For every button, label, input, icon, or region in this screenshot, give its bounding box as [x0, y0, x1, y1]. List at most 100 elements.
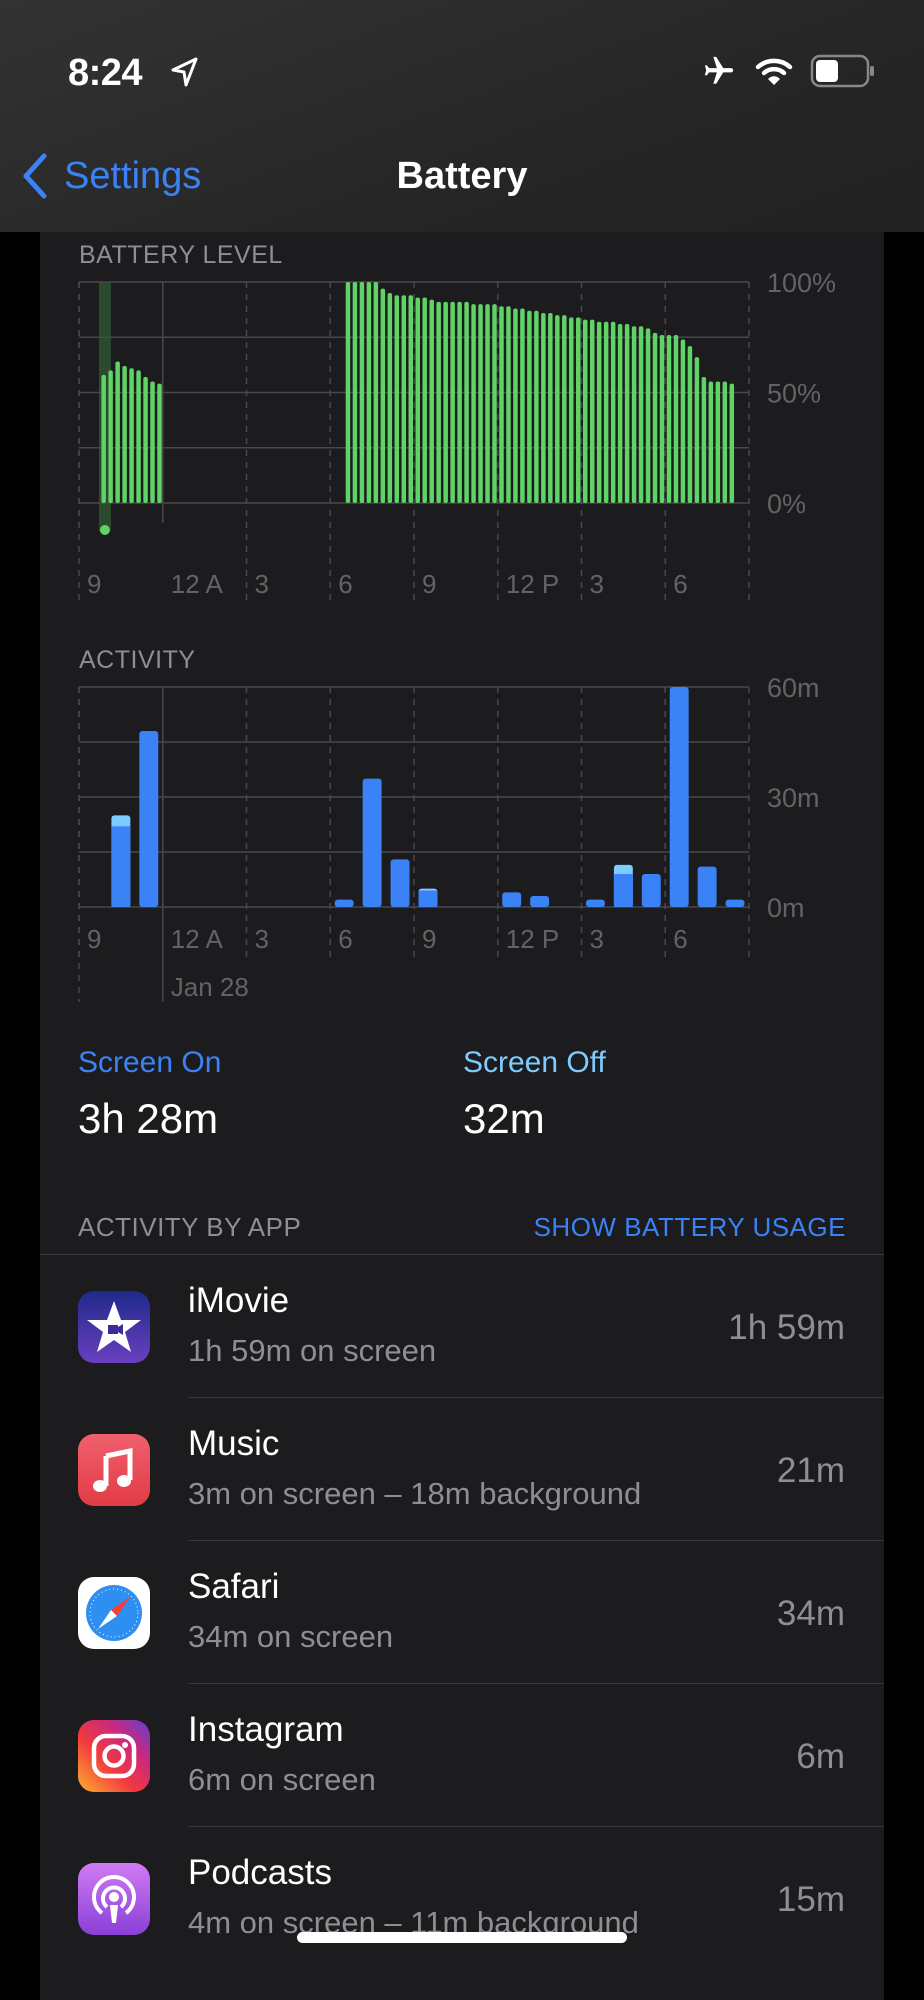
app-name: Instagram: [188, 1710, 344, 1749]
screen-on-bar: [139, 731, 159, 907]
battery-bar: [506, 306, 511, 503]
battery-bar: [569, 317, 574, 503]
battery-bar: [345, 282, 351, 503]
screen-on-value: 3h 28m: [78, 1095, 219, 1142]
app-row-podcasts[interactable]: Podcasts 4m on screen – 11m background 1…: [40, 1827, 884, 1970]
screen-on-bar: [111, 826, 131, 907]
y-tick-label: 100%: [767, 268, 836, 298]
x-tick-label: 12 P: [506, 924, 560, 954]
battery-level-title: BATTERY LEVEL: [79, 241, 283, 269]
battery-bar: [373, 282, 379, 503]
battery-bar: [708, 381, 714, 503]
screen-on-bar: [334, 899, 354, 907]
battery-bar: [694, 357, 700, 503]
app-detail: 1h 59m on screen: [188, 1333, 437, 1368]
battery-bar: [631, 326, 637, 503]
app-row-imovie[interactable]: iMovie 1h 59m on screen 1h 59m: [40, 1255, 884, 1398]
y-tick-label: 50%: [767, 379, 821, 409]
home-indicator[interactable]: [297, 1932, 627, 1943]
screen-on-label: Screen On: [78, 1046, 222, 1079]
battery-bar: [722, 381, 728, 503]
app-row-safari[interactable]: Safari 34m on screen 34m: [40, 1541, 884, 1684]
battery-bar: [157, 383, 162, 503]
battery-bar: [624, 323, 630, 503]
back-label: Settings: [64, 154, 202, 197]
app-usage-value: 21m: [776, 1451, 845, 1490]
battery-bar: [652, 332, 658, 503]
battery-bar: [129, 368, 134, 503]
app-row-instagram[interactable]: Instagram 6m on screen 6m: [40, 1684, 884, 1827]
battery-bar: [443, 301, 448, 503]
battery-card: [40, 232, 884, 2000]
back-button[interactable]: Settings: [20, 152, 201, 200]
battery-bar: [485, 304, 490, 503]
screen-on-bar: [697, 866, 717, 907]
music-icon: [78, 1434, 150, 1506]
battery-icon: [810, 54, 874, 88]
podcasts-icon: [78, 1863, 150, 1935]
screen-on-bar: [641, 874, 661, 907]
row-divider: [188, 1397, 884, 1398]
battery-bar: [680, 339, 686, 503]
x-tick-label: 12 A: [171, 569, 224, 599]
battery-bar: [101, 374, 106, 503]
screen-on-bar: [362, 778, 382, 907]
app-usage-value: 1h 59m: [728, 1308, 845, 1347]
battery-bar: [429, 299, 434, 503]
battery-bar: [122, 365, 127, 503]
battery-bar: [589, 319, 595, 503]
battery-bar: [715, 381, 721, 503]
battery-bar: [478, 304, 483, 503]
battery-bar: [562, 315, 567, 503]
battery-bar: [387, 293, 393, 503]
x-tick-label: 9: [422, 569, 436, 599]
app-row-music[interactable]: Music 3m on screen – 18m background 21m: [40, 1398, 884, 1541]
y-tick-label: 60m: [767, 673, 820, 703]
charging-indicator: [99, 525, 110, 535]
battery-bar: [541, 312, 546, 503]
date-label: Jan 28: [171, 972, 249, 1002]
app-usage-value: 6m: [796, 1737, 845, 1776]
app-detail: 6m on screen: [188, 1762, 376, 1797]
app-usage-value: 15m: [776, 1880, 845, 1919]
battery-bar: [492, 304, 497, 503]
battery-bar: [701, 377, 707, 503]
x-tick-label: 3: [590, 569, 604, 599]
battery-bar: [687, 346, 693, 503]
x-tick-label: 6: [673, 924, 687, 954]
airplane-icon: [704, 56, 734, 84]
show-battery-usage-button[interactable]: SHOW BATTERY USAGE: [533, 1212, 846, 1242]
battery-bar: [603, 321, 609, 503]
instagram-icon: [78, 1720, 150, 1792]
x-tick-label: 9: [87, 569, 101, 599]
app-name: Safari: [188, 1567, 280, 1606]
x-tick-label: 3: [255, 569, 269, 599]
battery-bar: [513, 308, 518, 503]
battery-bar: [659, 335, 665, 503]
battery-bar: [150, 381, 155, 503]
y-tick-label: 30m: [767, 783, 820, 813]
battery-bar: [143, 377, 148, 503]
row-divider: [188, 1540, 884, 1541]
battery-bar: [415, 297, 420, 503]
battery-bar: [471, 304, 476, 503]
battery-bar: [408, 295, 413, 503]
battery-bar: [401, 295, 407, 503]
x-tick-label: 3: [590, 924, 604, 954]
app-detail: 3m on screen – 18m background: [188, 1476, 642, 1511]
x-tick-label: 12 P: [506, 569, 560, 599]
app-detail: 34m on screen: [188, 1619, 394, 1654]
row-divider: [188, 1826, 884, 1827]
activity-by-app-title: ACTIVITY BY APP: [78, 1212, 302, 1242]
battery-bar: [380, 288, 386, 503]
x-tick-label: 9: [422, 924, 436, 954]
battery-bar: [729, 383, 735, 503]
y-tick-label: 0m: [767, 893, 805, 923]
battery-bar: [583, 319, 588, 503]
battery-bar: [394, 295, 400, 503]
battery-bar: [450, 301, 455, 503]
app-name: iMovie: [188, 1281, 290, 1320]
divider: [40, 1254, 884, 1255]
battery-bar: [645, 328, 651, 503]
y-tick-label: 0%: [767, 489, 806, 519]
